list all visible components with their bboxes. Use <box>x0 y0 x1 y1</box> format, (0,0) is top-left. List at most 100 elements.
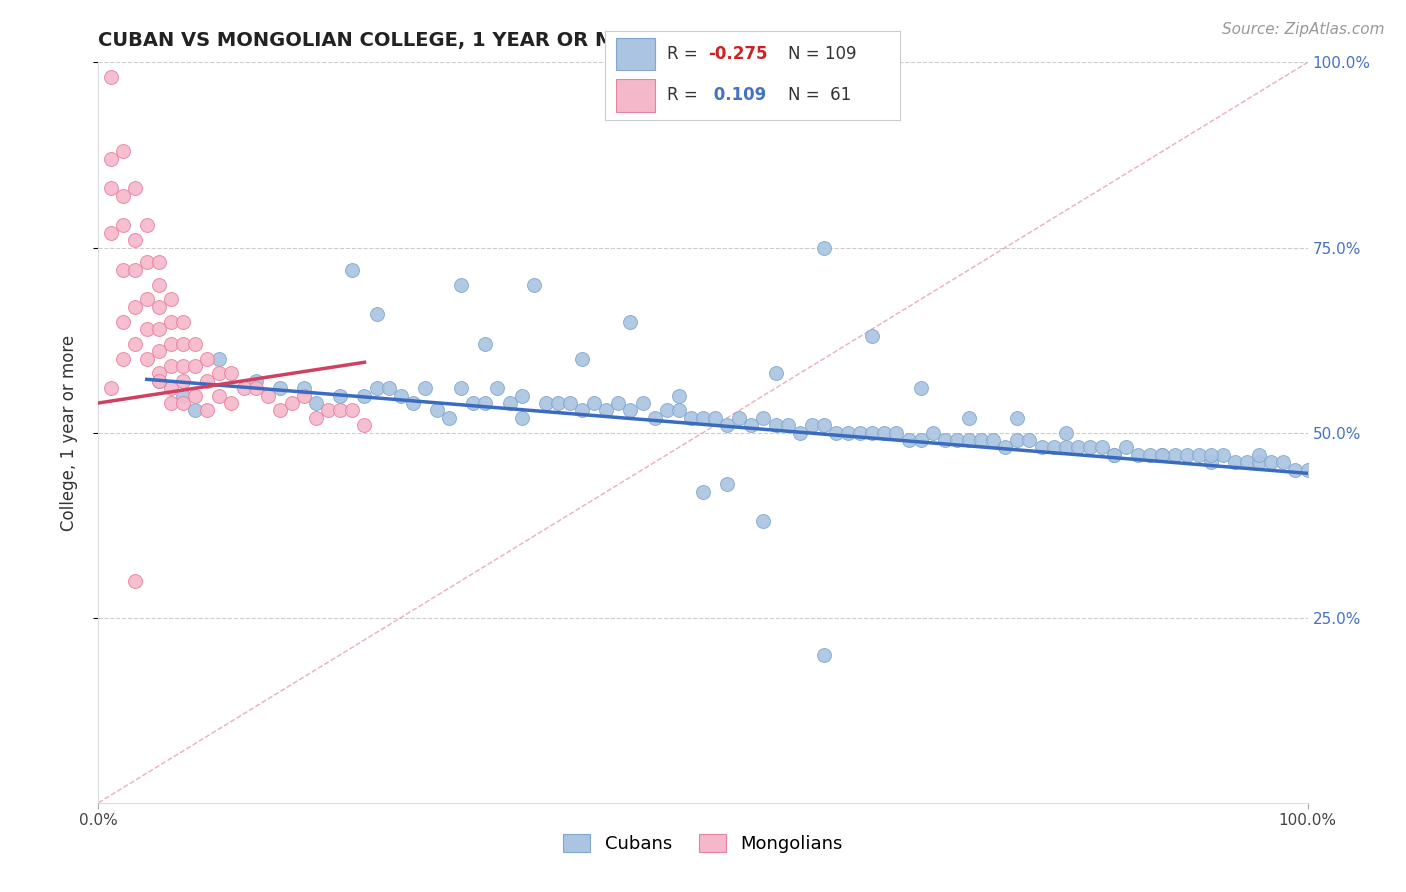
Point <box>184 336 207 351</box>
Point <box>463 396 485 410</box>
Point <box>269 403 291 417</box>
Y-axis label: College, 1 year or more: College, 1 year or more <box>59 334 77 531</box>
Point <box>716 418 738 433</box>
Point <box>292 388 315 402</box>
Point <box>450 277 472 292</box>
Point <box>1007 410 1029 425</box>
Point <box>1249 455 1271 469</box>
Point <box>813 418 835 433</box>
Point <box>111 262 134 277</box>
Point <box>184 403 207 417</box>
Point <box>124 262 146 277</box>
Point <box>957 410 980 425</box>
Point <box>450 381 472 395</box>
Point <box>1007 433 1029 447</box>
Point <box>100 70 122 85</box>
Point <box>1091 441 1114 455</box>
Point <box>946 433 969 447</box>
Point <box>825 425 848 440</box>
Point <box>776 418 799 433</box>
Point <box>208 351 231 366</box>
Point <box>813 648 835 662</box>
Point <box>765 367 787 381</box>
Point <box>305 396 328 410</box>
Point <box>172 388 194 402</box>
Point <box>1199 448 1222 462</box>
Point <box>160 293 183 307</box>
Point <box>873 425 896 440</box>
Point <box>316 403 339 417</box>
Point <box>644 410 666 425</box>
Point <box>1199 455 1222 469</box>
Point <box>1115 441 1137 455</box>
Point <box>474 336 496 351</box>
Point <box>111 351 134 366</box>
Point <box>1054 441 1077 455</box>
Point <box>269 381 291 395</box>
Point <box>148 300 170 314</box>
Point <box>413 381 436 395</box>
Point <box>135 255 157 269</box>
Point <box>1139 448 1161 462</box>
Point <box>571 351 593 366</box>
Point <box>221 396 243 410</box>
Point <box>245 381 267 395</box>
Point <box>752 515 775 529</box>
Point <box>329 388 352 402</box>
Point <box>837 425 859 440</box>
Point <box>221 367 243 381</box>
Point <box>292 381 315 395</box>
Text: 0.109: 0.109 <box>709 87 766 104</box>
Point <box>100 381 122 395</box>
Point <box>692 484 714 499</box>
Point <box>619 314 641 328</box>
Point <box>510 388 533 402</box>
Point <box>728 410 751 425</box>
Point <box>184 359 207 373</box>
Point <box>897 433 920 447</box>
Point <box>184 388 207 402</box>
Point <box>426 403 449 417</box>
Point <box>124 233 146 247</box>
Point <box>1102 448 1125 462</box>
Point <box>607 396 630 410</box>
Point <box>1018 433 1040 447</box>
Point <box>1272 455 1295 469</box>
Bar <box>616 38 655 70</box>
Text: R =: R = <box>666 87 703 104</box>
Text: -0.275: -0.275 <box>709 45 768 63</box>
Point <box>160 359 183 373</box>
Point <box>1152 448 1174 462</box>
Text: Source: ZipAtlas.com: Source: ZipAtlas.com <box>1222 22 1385 37</box>
Point <box>148 374 170 388</box>
Point <box>789 425 811 440</box>
Point <box>595 403 617 417</box>
Point <box>668 403 690 417</box>
Point <box>437 410 460 425</box>
Point <box>1078 441 1101 455</box>
Point <box>124 574 146 588</box>
Point <box>765 418 787 433</box>
Point <box>1249 448 1271 462</box>
Point <box>571 403 593 417</box>
Point <box>135 351 157 366</box>
Point <box>849 425 872 440</box>
Point <box>160 336 183 351</box>
Point <box>1284 462 1306 476</box>
Point <box>1212 448 1234 462</box>
Point <box>111 145 134 159</box>
Point <box>232 381 254 395</box>
Point <box>389 388 412 402</box>
Point <box>910 433 932 447</box>
Point <box>1031 441 1053 455</box>
Point <box>135 322 157 336</box>
Point <box>1128 448 1150 462</box>
Point <box>716 477 738 491</box>
Point <box>208 367 231 381</box>
Point <box>994 441 1017 455</box>
Text: CUBAN VS MONGOLIAN COLLEGE, 1 YEAR OR MORE CORRELATION CHART: CUBAN VS MONGOLIAN COLLEGE, 1 YEAR OR MO… <box>98 30 900 50</box>
Point <box>160 396 183 410</box>
Point <box>910 381 932 395</box>
Point <box>1260 455 1282 469</box>
Point <box>813 240 835 255</box>
